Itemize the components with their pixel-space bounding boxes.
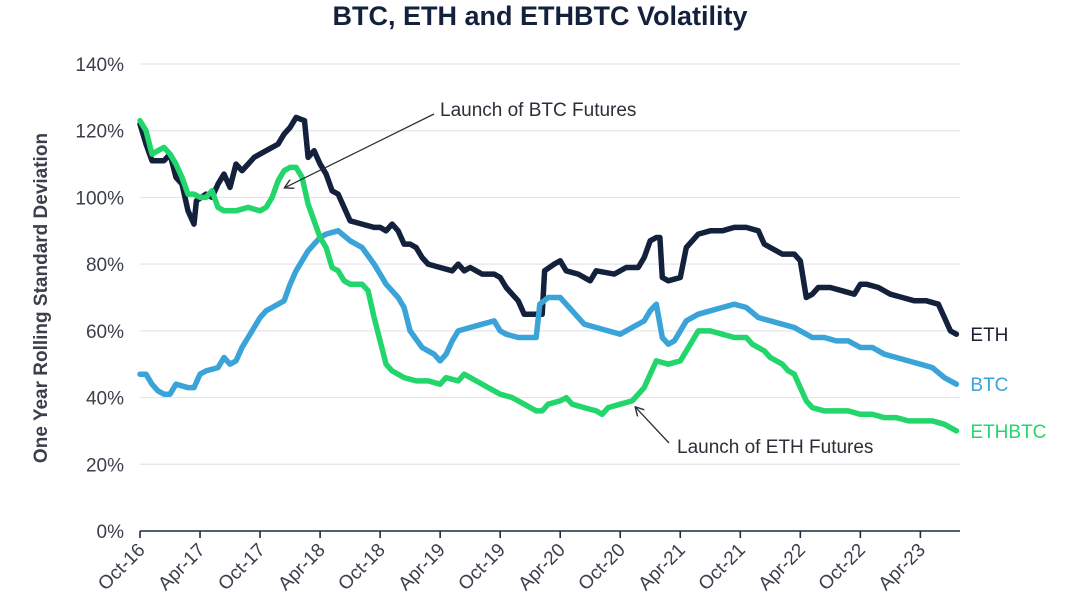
annotation-arrow [636,408,670,444]
annotations: Launch of BTC Futures Launch of ETH Futur… [285,100,873,458]
series-label-ethbtc: ETHBTC [970,422,1046,443]
x-tick-label: Oct-19 [455,540,510,595]
y-axis-label: One Year Rolling Standard Deviation [31,133,52,463]
x-axis: Oct-16 Apr-17 Oct-17 Apr-18 Oct-18 Apr-19 Oct-… [94,530,960,595]
x-tick-label: Oct-20 [575,540,630,595]
y-tick-label: 80% [86,255,124,276]
series-lines [137,114,960,434]
series-line-btc [137,228,960,397]
x-tick-label: Oct-22 [815,540,870,595]
annotation-arrow [285,113,435,187]
x-tick-label: Oct-18 [334,540,389,595]
x-tick-label: Apr-17 [154,540,209,595]
x-tick-label: Apr-20 [515,540,570,595]
chart-title: BTC, ETH and ETHBTC Volatility [332,1,748,31]
y-tick-label: 100% [75,188,124,209]
series-line-ethbtc [137,117,960,434]
y-tick-label: 120% [75,122,124,143]
x-tick-label: Oct-16 [94,540,149,595]
x-tick-label: Apr-19 [395,540,450,595]
x-tick-label: Apr-18 [274,540,329,595]
y-tick-label: 60% [86,322,124,343]
grid-lines [140,63,960,465]
y-tick-label: 140% [75,55,124,76]
x-tick-label: Oct-21 [695,540,750,595]
y-tick-label: 40% [86,389,124,410]
x-tick-label: Apr-21 [635,540,690,595]
x-tick-label: Oct-17 [214,540,269,595]
y-axis: 0% 20% 40% 60% 80% 100% 120% 140% [75,55,124,543]
y-tick-label: 0% [97,522,125,543]
x-tick-label: Apr-22 [755,540,810,595]
series-label-btc: BTC [970,375,1008,396]
series-label-eth: ETH [970,325,1008,346]
x-tick-label: Apr-23 [875,540,930,595]
annotation-btc-futures: Launch of BTC Futures [440,100,636,121]
series-line-eth [137,114,960,337]
y-tick-label: 20% [86,455,124,476]
annotation-eth-futures: Launch of ETH Futures [677,437,873,458]
